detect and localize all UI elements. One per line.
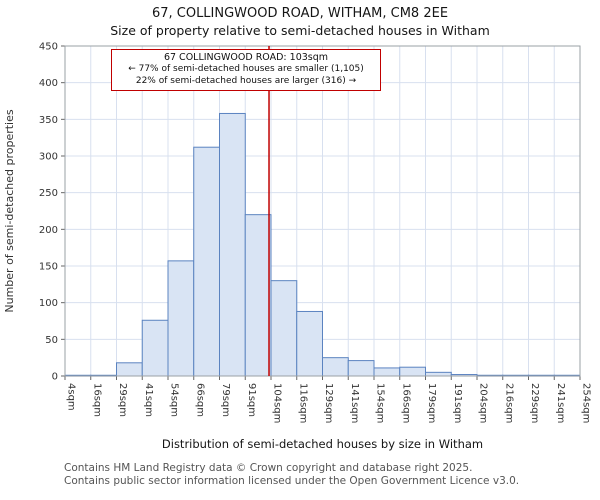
histogram-bar — [219, 112, 246, 377]
chart-subtitle: Size of property relative to semi-detach… — [110, 23, 490, 38]
histogram-bar — [373, 367, 401, 377]
annotation-smaller: ← 77% of semi-detached houses are smalle… — [128, 64, 364, 75]
y-tick-label: 150 — [39, 262, 58, 273]
chart-title: 67, COLLINGWOOD ROAD, WITHAM, CM8 2EE — [151, 6, 449, 21]
histogram-bar — [141, 319, 169, 377]
x-tick-label: 79sqm — [220, 383, 231, 417]
annotation-larger: 22% of semi-detached houses are larger (… — [135, 76, 357, 87]
annotation-box: 67 COLLINGWOOD ROAD: 103sqm ← 77% of sem… — [111, 49, 381, 91]
x-tick-label: 154sqm — [375, 383, 386, 423]
footer-line1: Contains HM Land Registry data © Crown c… — [64, 462, 473, 474]
x-tick-label: 41sqm — [143, 383, 154, 417]
x-tick-label: 91sqm — [246, 383, 257, 417]
y-tick-label: 300 — [39, 152, 58, 163]
histogram-svg: 0 50 100 150 200 250 300 350 400 450 4sqm 16sqm 29sq… — [3, 42, 592, 452]
x-tick-label: 4sqm — [66, 383, 77, 411]
histogram-bar — [270, 280, 298, 377]
x-tick-label: 141sqm — [349, 383, 360, 423]
histogram-bar — [296, 310, 323, 377]
histogram-bar — [399, 366, 426, 377]
histogram-bar — [322, 357, 349, 377]
x-tick-label: 216sqm — [503, 383, 514, 423]
histogram-bar — [244, 214, 272, 377]
x-axis-label: Distribution of semi-detached houses by … — [162, 437, 483, 451]
y-tick-label: 0 — [52, 372, 58, 383]
y-tick-label: 250 — [39, 188, 58, 199]
y-axis-label: Number of semi-detached properties — [3, 109, 16, 312]
histogram-bar — [425, 371, 452, 377]
y-tick-label: 450 — [39, 42, 58, 53]
x-tick-label: 191sqm — [452, 383, 463, 423]
x-tick-label: 254sqm — [581, 383, 592, 423]
histogram-bar — [116, 362, 143, 377]
plot-border — [64, 45, 581, 377]
histogram-bar — [193, 146, 220, 377]
x-tick-label: 66sqm — [194, 383, 205, 417]
y-tick-label: 350 — [39, 115, 58, 126]
histogram-bar — [167, 260, 195, 377]
x-tick-label: 229sqm — [529, 383, 540, 423]
x-tick-label: 166sqm — [400, 383, 411, 423]
x-tick-label: 104sqm — [272, 383, 283, 423]
x-tick-label: 16sqm — [91, 383, 102, 417]
histogram-bar — [347, 360, 375, 377]
chart-area: 0 50 100 150 200 250 300 350 400 450 4sqm 16sqm 29sq… — [0, 40, 600, 455]
y-tick-label: 400 — [39, 78, 58, 89]
y-tick-label: 200 — [39, 225, 58, 236]
footer-line2: Contains public sector information licen… — [64, 475, 520, 488]
x-tick-label: 241sqm — [555, 383, 566, 423]
annotation-title: 67 COLLINGWOOD ROAD: 103sqm — [163, 52, 329, 63]
footer: Contains HM Land Registry data © Crown c… — [64, 462, 519, 488]
x-tick-label: 116sqm — [297, 383, 308, 423]
x-tick-label: 179sqm — [426, 383, 437, 423]
x-tick-label: 204sqm — [478, 383, 489, 423]
y-tick-label: 50 — [45, 335, 58, 346]
x-tick-label: 129sqm — [323, 383, 334, 423]
y-tick-label: 100 — [39, 298, 58, 309]
x-tick-label: 54sqm — [169, 383, 180, 417]
x-tick-label: 29sqm — [117, 383, 128, 417]
